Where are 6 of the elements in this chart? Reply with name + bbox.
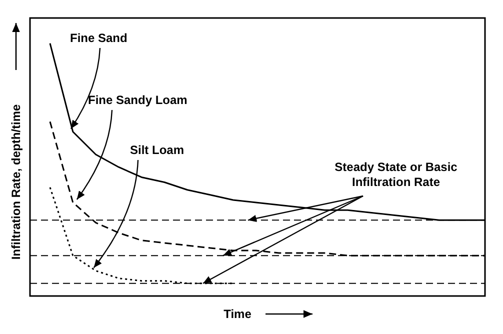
x-axis-title: Time: [224, 307, 252, 321]
annotation: Steady State or Basic Infiltration Rate: [334, 160, 458, 190]
text: Fine Sandy Loam: [88, 93, 188, 107]
y-axis-title: Infiltration Rate, depth/time: [9, 104, 23, 260]
text: Silt Loam: [130, 143, 184, 157]
series-label: Fine Sand: [70, 31, 128, 45]
